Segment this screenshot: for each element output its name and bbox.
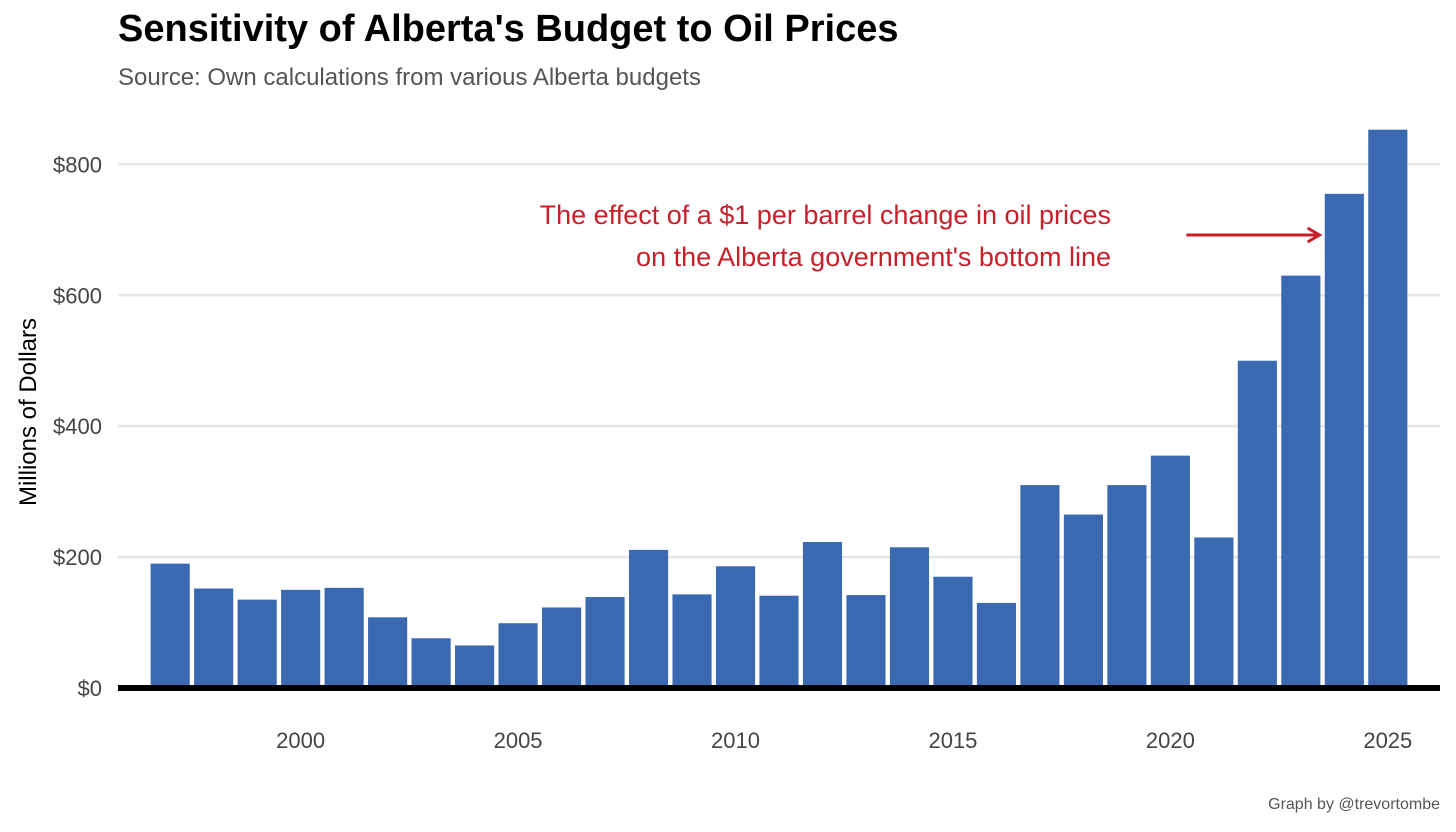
- bar-2010: [715, 566, 756, 688]
- chart-subtitle: Source: Own calculations from various Al…: [118, 64, 701, 91]
- annotation: The effect of a $1 per barrel change in …: [540, 200, 1323, 272]
- x-tick-label: 2010: [711, 728, 760, 753]
- y-tick-label: $800: [53, 152, 102, 177]
- bar-2014: [889, 547, 930, 688]
- y-tick-label: $400: [53, 414, 102, 439]
- x-tick-label: 2000: [276, 728, 325, 753]
- bar-2011: [759, 595, 799, 688]
- annotation-line-1: The effect of a $1 per barrel change in …: [540, 200, 1111, 230]
- y-axis-ticks: $0 $200 $400 $600 $800: [53, 152, 102, 701]
- bar-2004: [455, 645, 495, 688]
- bar-2015: [933, 576, 973, 688]
- x-axis-ticks: 2000 2005 2010 2015 2020 2025: [276, 728, 1412, 753]
- bar-2018: [1063, 514, 1103, 688]
- x-tick-label: 2025: [1363, 728, 1412, 753]
- bars: [150, 129, 1408, 688]
- x-tick-label: 2020: [1146, 728, 1195, 753]
- annotation-line-2: on the Alberta government's bottom line: [636, 242, 1111, 272]
- bar-2023: [1281, 275, 1321, 688]
- bar-2021: [1194, 537, 1234, 688]
- bar-2002: [368, 617, 408, 688]
- y-axis-label: Millions of Dollars: [15, 318, 42, 506]
- x-tick-label: 2005: [494, 728, 543, 753]
- bar-2003: [411, 638, 451, 688]
- bar-2008: [628, 549, 669, 688]
- y-tick-label: $200: [53, 545, 102, 570]
- bar-2009: [672, 594, 712, 688]
- y-tick-label: $0: [78, 676, 102, 701]
- bar-2024: [1324, 193, 1364, 688]
- x-tick-label: 2015: [928, 728, 977, 753]
- bar-2013: [846, 595, 886, 688]
- bar-2001: [324, 587, 364, 688]
- bar-2012: [802, 542, 843, 688]
- bar-2016: [976, 602, 1017, 688]
- credit: Graph by @trevortombe: [1268, 796, 1440, 813]
- chart-title: Sensitivity of Alberta's Budget to Oil P…: [118, 8, 899, 50]
- bar-1998: [194, 588, 234, 688]
- annotation-arrowhead: [1306, 226, 1323, 244]
- bar-2007: [585, 597, 625, 688]
- bar-2017: [1020, 485, 1060, 688]
- bar-2025: [1368, 129, 1408, 688]
- bar-2005: [498, 623, 538, 688]
- bar-1999: [237, 599, 277, 688]
- bar-2006: [541, 607, 582, 688]
- bar-2020: [1150, 455, 1190, 688]
- bar-2019: [1107, 485, 1147, 688]
- bar-1997: [150, 563, 190, 688]
- y-tick-label: $600: [53, 283, 102, 308]
- bar-2022: [1237, 360, 1277, 688]
- bar-2000: [281, 589, 321, 688]
